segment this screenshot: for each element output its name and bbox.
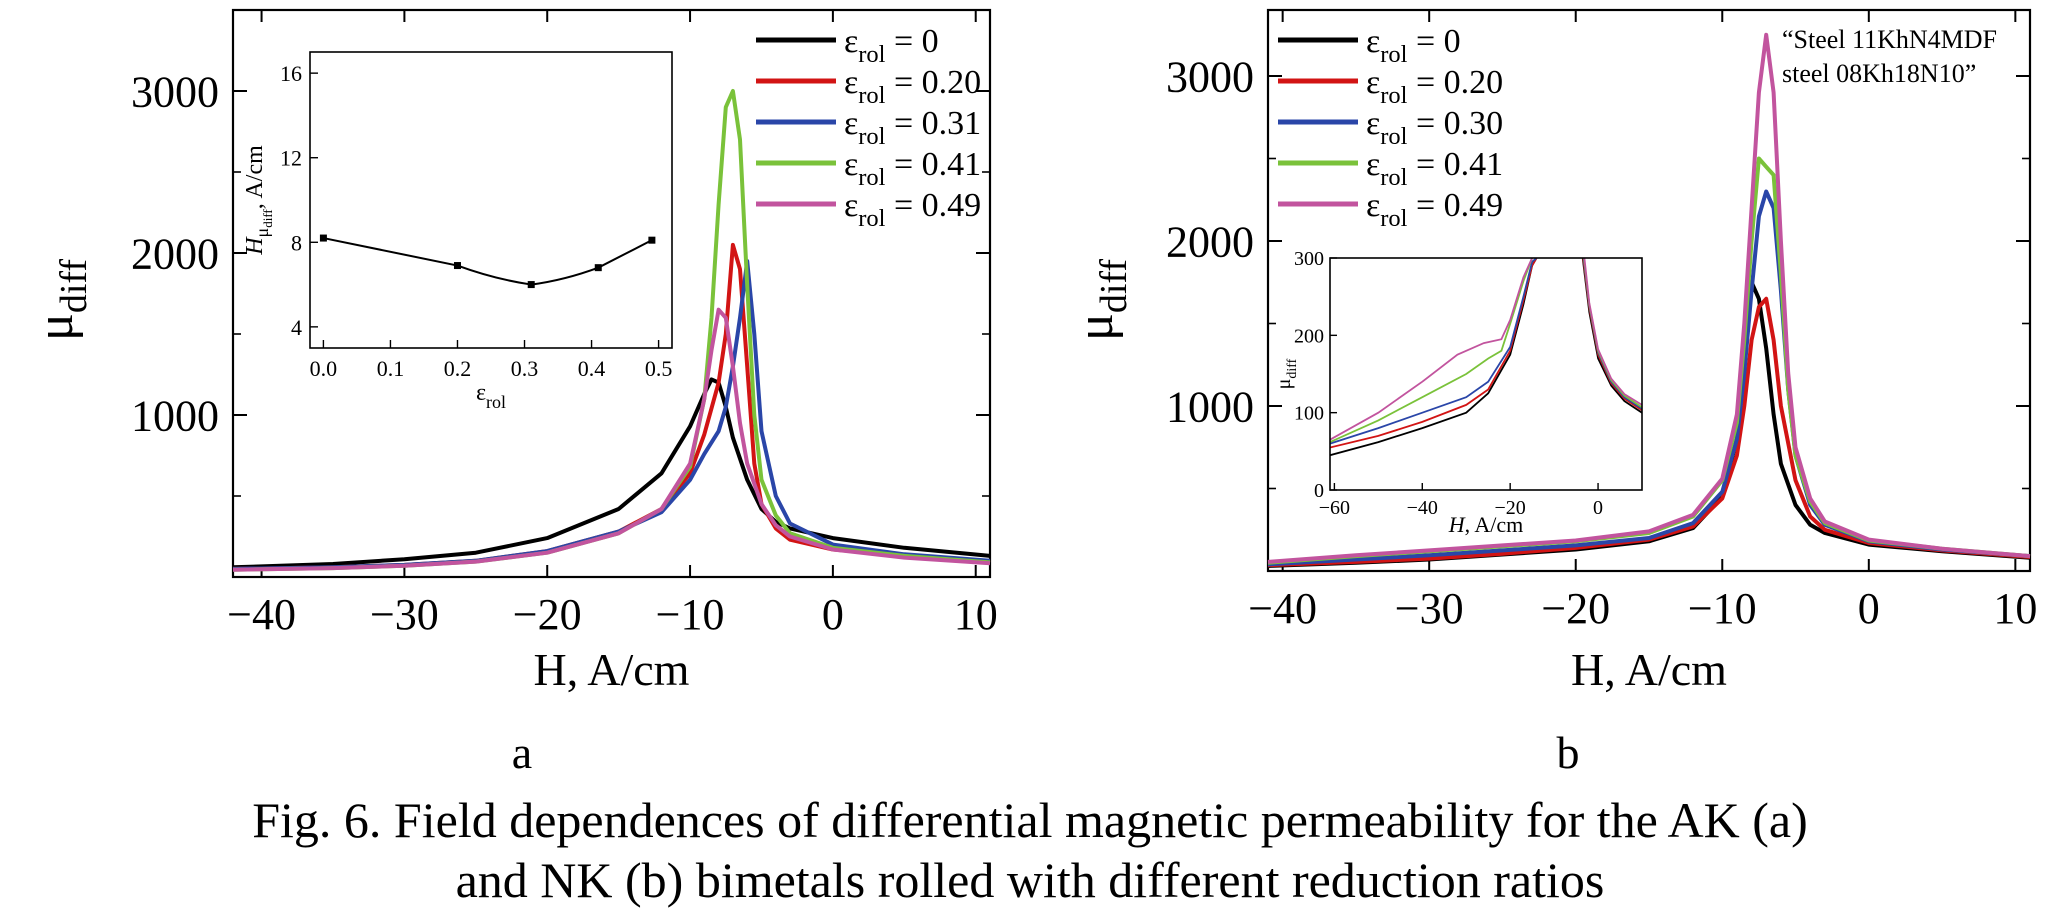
panel-a-frame — [231, 8, 992, 579]
panel-b-letter: b — [1557, 727, 1580, 778]
panel-a-xtick-label: 10 — [954, 590, 998, 639]
panel-b-inset: −60 −40 −20 0 0 100 200 300 H, A/cm μdiff — [1273, 248, 1643, 537]
panel-b-inset-frame — [1329, 257, 1643, 491]
panel-a-xtick-label: −40 — [227, 590, 296, 639]
panel-a-xlabel: H, A/cm — [534, 644, 690, 695]
panel-b-xtick-label: 0 — [1858, 584, 1880, 633]
panel-a-inset-ylabel: Hμdiff, A/cm — [242, 145, 275, 256]
panel-b-xtick-label: −10 — [1688, 584, 1757, 633]
panel-a-xtick-label: 0 — [822, 590, 844, 639]
panel-b-inset-series-line — [1330, 258, 1533, 441]
panel-a-series-line — [232, 307, 991, 572]
panel-b-inset-bg — [1330, 258, 1642, 490]
panel-b-xtick-label: −20 — [1541, 584, 1610, 633]
panel-a-inset-ytick-label: 16 — [280, 61, 302, 86]
panel-a-inset-point — [453, 262, 461, 270]
panel-a-ytick-label: 1000 — [131, 391, 219, 440]
caption-line-2: and NK (b) bimetals rolled with differen… — [455, 852, 1605, 908]
panel-b-inset-ytick-label: 200 — [1294, 325, 1324, 347]
panel-a-inset-ytick-label: 4 — [291, 315, 302, 340]
panel-a-inset-curve — [323, 237, 653, 286]
panel-a: −40 −30 −20 −10 0 10 1000 2000 3000 H, A/cm μdiff ε… — [27, 8, 998, 778]
panel-b-series-line — [1267, 32, 2031, 564]
panel-b-legend-label: εrol = 0.30 — [1366, 105, 1503, 150]
panel-a-inset-xtick-label: 0.0 — [310, 356, 338, 381]
panel-b-legend-label: εrol = 0.49 — [1366, 187, 1503, 232]
panel-b-legend-label: εrol = 0.20 — [1366, 64, 1503, 109]
panel-a-inset-xtick-label: 0.3 — [511, 356, 539, 381]
panel-b-inset-series-line — [1330, 258, 1538, 445]
panel-b-xlabel: H, A/cm — [1571, 644, 1727, 695]
panel-a-legend-label: εrol = 0.41 — [844, 146, 981, 191]
panel-b-inset-xtick-label: −20 — [1495, 497, 1526, 519]
panel-a-inset-point — [594, 264, 602, 272]
panel-b-inset-xtick-label: −40 — [1407, 497, 1438, 519]
panel-a-inset-ytick-label: 8 — [291, 230, 302, 255]
panel-b-xtick-label: −30 — [1395, 584, 1464, 633]
panel-a-ytick-label: 3000 — [131, 67, 219, 116]
panel-b-legend-label: εrol = 0 — [1366, 23, 1461, 68]
panel-a-xtick-label: −10 — [656, 590, 725, 639]
panel-b-annotation-line: steel 08Kh18N10” — [1782, 59, 1976, 88]
panel-a-legend-label: εrol = 0.31 — [844, 105, 981, 150]
panel-b-series-line — [1267, 296, 2031, 568]
panel-b-inset-ytick-label: 100 — [1294, 403, 1324, 425]
panel-b-ytick-label: 1000 — [1166, 382, 1254, 431]
panel-a-legend-label: εrol = 0.49 — [844, 187, 981, 232]
panel-a-xtick-label: −20 — [513, 590, 582, 639]
panel-b-legend-label: εrol = 0.41 — [1366, 146, 1503, 191]
panel-b-inset-xlabel: H, A/cm — [1448, 512, 1524, 537]
panel-b-inset-ytick-label: 300 — [1294, 248, 1324, 270]
panel-a-inset-frame — [309, 51, 673, 349]
panel-a-inset: 0.0 0.1 0.2 0.3 0.4 0.5 4 8 12 16 εrol Hμdiff, A/cm — [242, 51, 673, 412]
panel-a-legend-label: εrol = 0.20 — [844, 64, 981, 109]
panel-a-series-line — [232, 377, 991, 570]
panel-b-inset-xtick-label: 0 — [1593, 497, 1603, 519]
panel-b-ytick-label: 2000 — [1166, 217, 1254, 266]
panel-a-inset-xlabel: εrol — [476, 380, 506, 412]
panel-a-legend-label: εrol = 0 — [844, 23, 939, 68]
panel-a-inset-xtick-label: 0.1 — [377, 356, 405, 381]
panel-a-inset-bg — [310, 52, 672, 348]
panel-b-annotation-line: “Steel 11KhN4MDF — [1782, 25, 1997, 54]
caption-line-1: Fig. 6. Field dependences of differentia… — [252, 792, 1808, 848]
panel-a-letter: a — [512, 727, 532, 778]
panel-b-inset-series-line — [1330, 258, 1538, 449]
panel-a-inset-xtick-label: 0.5 — [645, 356, 673, 381]
panel-b-inset-ylabel: μdiff — [1273, 358, 1300, 389]
panel-a-xtick-label: −30 — [370, 590, 439, 639]
panel-b-inset-series-line — [1583, 258, 1642, 406]
panel-a-inset-point — [319, 234, 327, 242]
panel-b-ytick-label: 3000 — [1166, 52, 1254, 101]
panel-b-xtick-label: −40 — [1248, 584, 1317, 633]
panel-b-ylabel: μdiff — [1067, 259, 1135, 341]
panel-a-inset-point — [527, 281, 535, 289]
panel-b-xtick-label: 10 — [1993, 584, 2037, 633]
panel-b-frame — [1266, 8, 2032, 573]
panel-a-ylabel: μdiff — [27, 259, 95, 341]
panel-b-inset-xtick-label: −60 — [1319, 497, 1350, 519]
panel-a-inset-xtick-label: 0.4 — [578, 356, 606, 381]
panel-b-inset-series-line — [1330, 258, 1533, 443]
panel-b-inset-ytick-label: 0 — [1314, 480, 1324, 502]
panel-a-inset-ytick-label: 12 — [280, 146, 302, 171]
panel-a-ytick-label: 2000 — [131, 229, 219, 278]
panel-a-inset-point — [648, 236, 656, 244]
panel-a-inset-xtick-label: 0.2 — [444, 356, 472, 381]
